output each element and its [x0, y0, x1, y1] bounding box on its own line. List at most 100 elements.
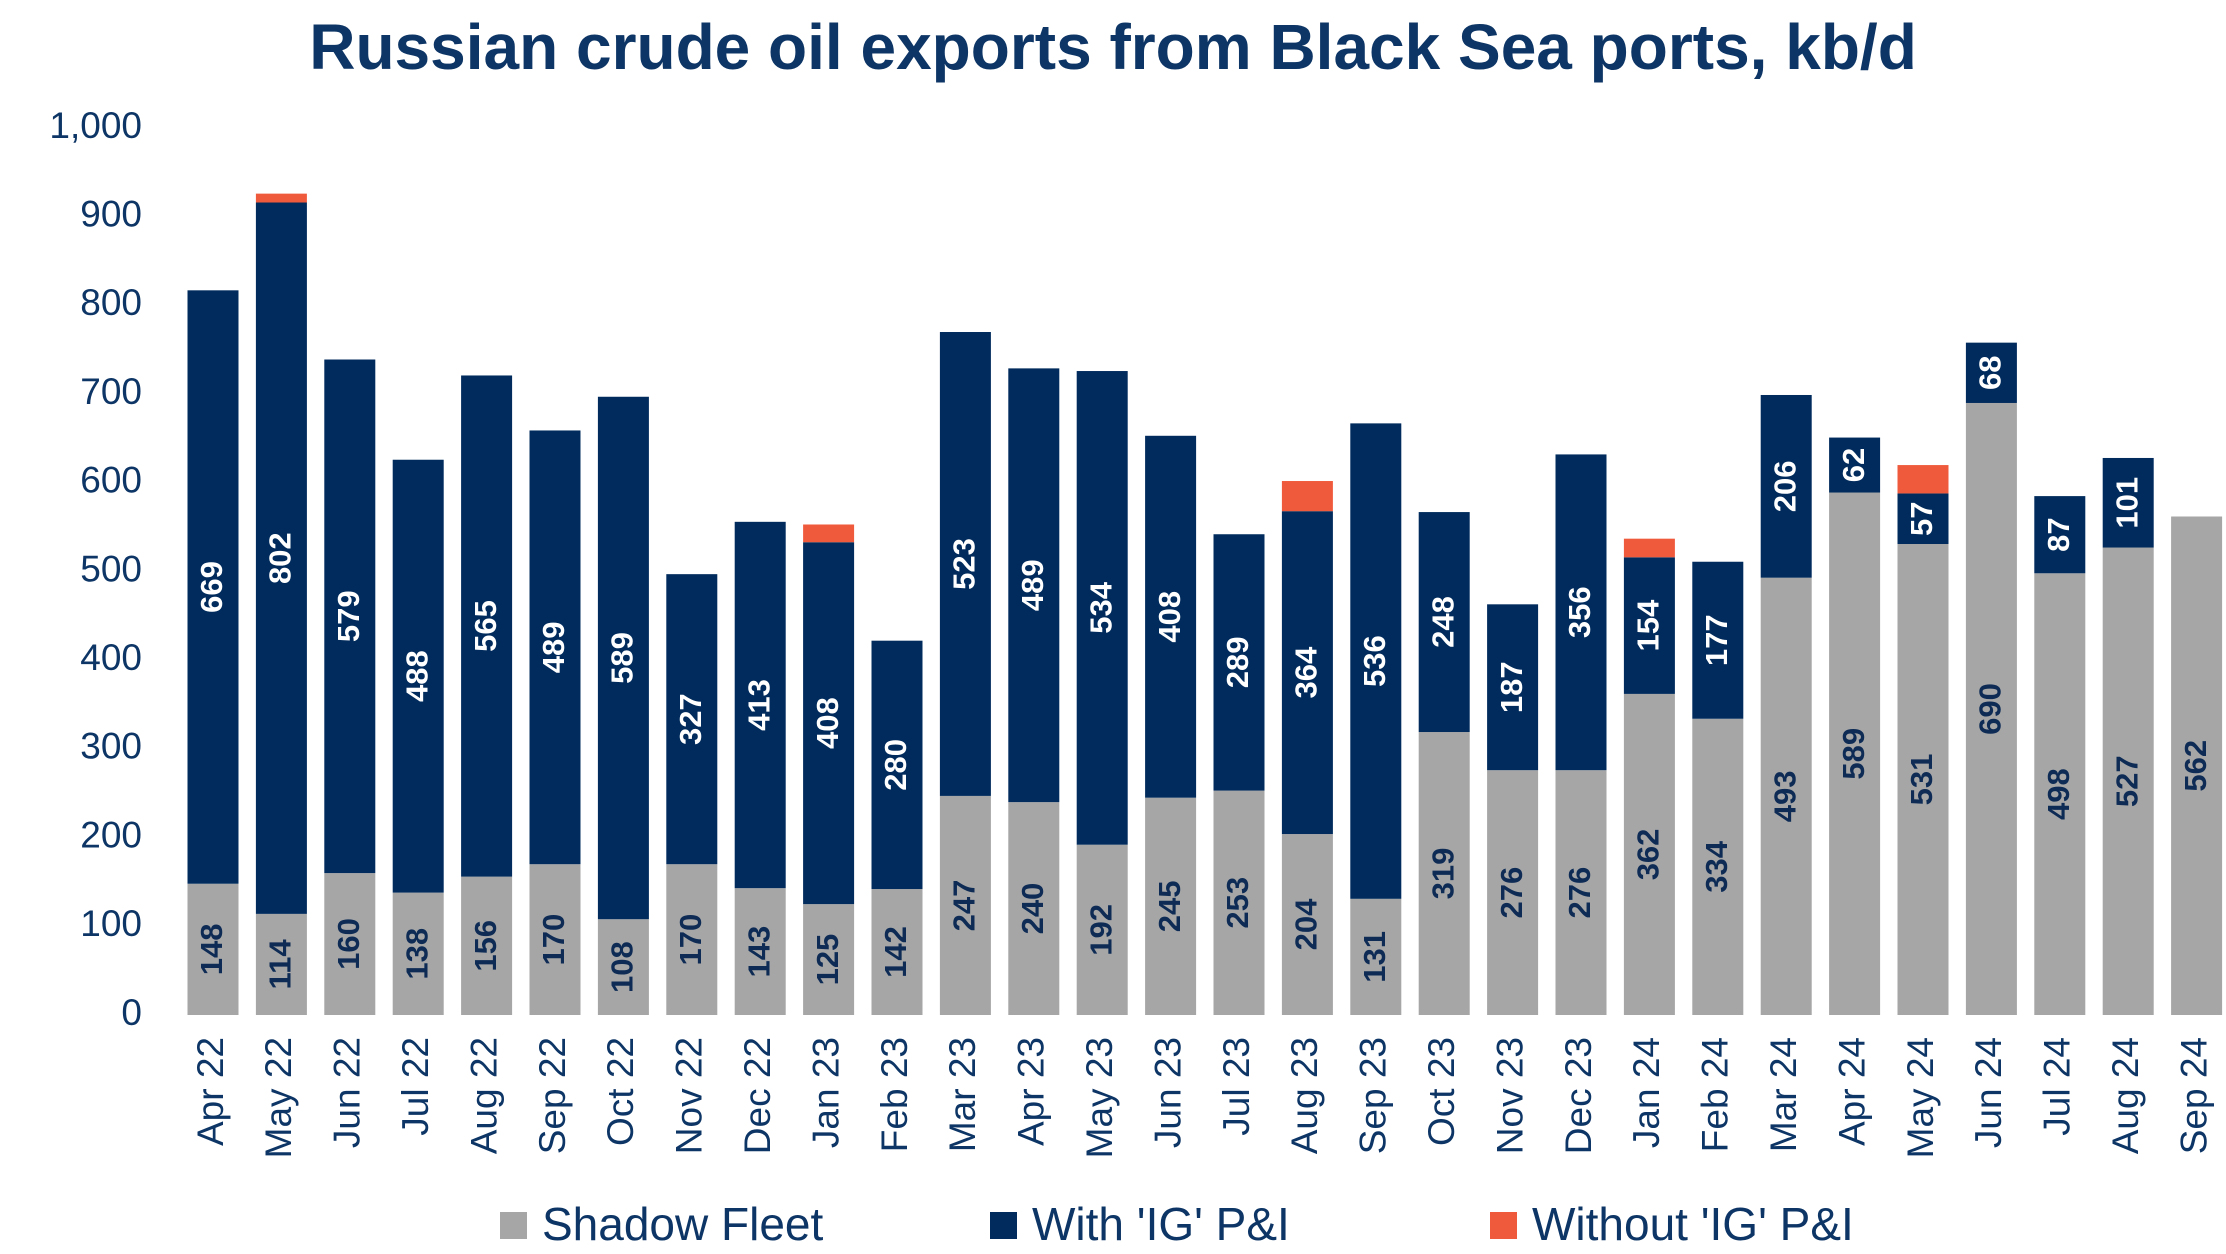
bar-segment [803, 542, 855, 905]
data-label: 690 [1973, 683, 2008, 735]
data-label: 364 [1289, 646, 1324, 698]
data-label: 87 [2041, 517, 2076, 551]
bar-segment [1145, 435, 1197, 798]
bar-segment [734, 521, 786, 889]
bar-segment [1350, 898, 1402, 1015]
bar-segment [1829, 492, 1881, 1015]
bar-segment [1487, 770, 1539, 1015]
x-tick-label: Aug 24 [2105, 1037, 2146, 1154]
bar-segment [1965, 402, 2017, 1016]
x-tick-label: Jun 24 [1968, 1037, 2009, 1148]
legend-swatch [990, 1212, 1017, 1239]
data-label: 247 [947, 880, 982, 932]
x-tick-label: Jul 22 [395, 1037, 436, 1136]
data-label: 413 [741, 679, 776, 731]
bar-segment [871, 640, 923, 890]
bar-segment [1760, 577, 1812, 1015]
data-label: 579 [331, 590, 366, 642]
bar-segment [939, 332, 991, 796]
data-label: 408 [810, 697, 845, 749]
bar-segment [1145, 797, 1197, 1015]
bar-segment [1008, 802, 1060, 1015]
bar-segment [187, 883, 239, 1015]
x-tick-label: Aug 22 [463, 1037, 504, 1154]
data-label: 565 [468, 600, 503, 652]
data-label: 57 [1904, 501, 1939, 535]
bar-segment [1281, 481, 1333, 512]
data-label: 489 [536, 621, 571, 673]
bar-segment [1760, 394, 1812, 578]
y-tick-label: 200 [80, 814, 142, 855]
data-label: 177 [1699, 614, 1734, 666]
bar-segment [1281, 511, 1333, 835]
bar-segment [597, 396, 649, 920]
bar-segment [666, 574, 718, 865]
data-label: 669 [194, 561, 229, 613]
x-tick-label: Mar 23 [942, 1037, 983, 1152]
data-label: 489 [1015, 559, 1050, 611]
x-tick-label: Apr 23 [1011, 1037, 1052, 1146]
x-tick-label: Oct 23 [1421, 1037, 1462, 1146]
bar-segment [1418, 732, 1470, 1015]
data-label: 245 [1152, 880, 1187, 932]
legend-swatch [1490, 1212, 1517, 1239]
x-tick-label: Apr 22 [190, 1037, 231, 1146]
x-tick-label: Jul 24 [2037, 1037, 2078, 1136]
data-label: 248 [1425, 596, 1460, 648]
x-tick-label: Jan 24 [1626, 1037, 1667, 1148]
data-label: 187 [1494, 661, 1529, 713]
data-label: 108 [605, 941, 640, 993]
data-label: 131 [1357, 931, 1392, 983]
data-label: 148 [194, 923, 229, 975]
data-label: 154 [1631, 599, 1666, 651]
data-label: 493 [1767, 770, 1802, 822]
bar-segment [734, 888, 786, 1015]
chart-title: Russian crude oil exports from Black Sea… [309, 11, 1917, 83]
bar-segment [2102, 457, 2154, 548]
x-tick-label: Apr 24 [1831, 1037, 1872, 1146]
bar-segment [461, 375, 513, 877]
legend-label: With 'IG' P&I [1032, 1198, 1290, 1250]
bar-segment [871, 889, 923, 1015]
bar-segment [1008, 368, 1060, 803]
y-tick-label: 900 [80, 193, 142, 234]
bar-segment [1965, 342, 2017, 403]
bar-segment [529, 430, 581, 865]
y-tick-label: 500 [80, 548, 142, 589]
bar-segment [2171, 516, 2223, 1015]
x-tick-label: Oct 22 [600, 1037, 641, 1146]
legend-label: Shadow Fleet [542, 1198, 823, 1250]
bar-segment [1623, 557, 1675, 694]
data-label: 362 [1631, 829, 1666, 881]
x-tick-label: Sep 23 [1353, 1037, 1394, 1154]
data-label: 531 [1904, 754, 1939, 806]
bar-segment [1076, 371, 1128, 845]
bar-segment [2034, 573, 2086, 1015]
y-tick-label: 800 [80, 282, 142, 323]
bar-segment [1897, 465, 1949, 494]
bar-segment [1213, 534, 1265, 791]
bar-segment [1897, 544, 1949, 1015]
data-label: 498 [2041, 768, 2076, 820]
bar-segment [803, 904, 855, 1015]
x-tick-label: Sep 22 [532, 1037, 573, 1154]
bar-segment [1692, 561, 1744, 719]
data-label: 170 [673, 914, 708, 966]
bar-segment [1350, 423, 1402, 899]
bar-segment [324, 359, 376, 874]
y-tick-label: 1,000 [49, 105, 142, 146]
data-label: 334 [1699, 840, 1734, 892]
bar-segment [597, 919, 649, 1015]
y-tick-label: 700 [80, 371, 142, 412]
data-label: 101 [2109, 477, 2144, 529]
bar-segment [1692, 718, 1744, 1015]
bar-segment [255, 202, 307, 914]
data-label: 589 [1836, 728, 1871, 780]
x-tick-label: Sep 24 [2173, 1037, 2214, 1154]
data-label: 802 [263, 532, 298, 584]
bar-segment [461, 876, 513, 1015]
bar-segment [255, 193, 307, 203]
bar-segment [1487, 604, 1539, 771]
data-label: 68 [1973, 356, 2008, 390]
